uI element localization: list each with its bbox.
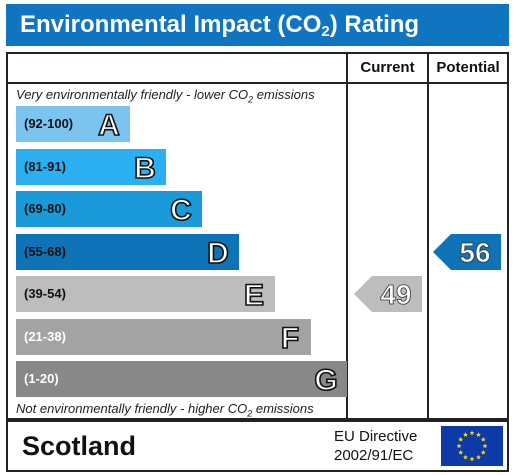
top-note: Very environmentally friendly - lower CO… — [16, 87, 315, 105]
band-letter-d: D — [206, 237, 229, 267]
band-letter-e: E — [243, 279, 265, 309]
band-range-c: (69-80) — [24, 201, 66, 216]
band-a: (92-100) A — [16, 106, 130, 142]
potential-arrow-shape — [433, 233, 501, 270]
band-range-a: (92-100) — [24, 116, 74, 131]
band-range-d: (55-68) — [24, 243, 66, 259]
band-c: (69-80) C — [16, 191, 203, 227]
band-e: (39-54) E — [16, 276, 275, 312]
directive-line-2: 2002/91/EC — [334, 447, 414, 464]
eu-directive: EU Directive 2002/91/EC — [334, 427, 417, 465]
header-divider — [8, 82, 507, 84]
band-range-f: (21-38) — [24, 328, 66, 344]
svg-text:C: C — [171, 194, 193, 224]
potential-arrow-value: 56 — [459, 237, 490, 268]
current-column-header: Current — [360, 59, 415, 76]
current-column-divider — [346, 54, 348, 418]
svg-text:B: B — [134, 152, 156, 182]
current-arrow-shape — [354, 276, 422, 312]
rating-frame: Current Potential Very environmentally f… — [6, 52, 509, 420]
potential-column-header: Potential — [436, 59, 500, 76]
bottom-note: Not environmentally friendly - higher CO… — [16, 401, 314, 419]
current-arrow-value: 49 — [380, 279, 411, 310]
country-name: Scotland — [22, 431, 137, 461]
band-range-b: (81-91) — [24, 158, 66, 174]
band-letter-a: A — [97, 109, 120, 139]
band-letter-b: B — [134, 152, 157, 182]
band-d: (55-68) D — [16, 233, 239, 270]
potential-column-divider — [427, 54, 429, 418]
band-letter-f: F — [280, 322, 300, 352]
eu-flag-icon — [441, 426, 503, 466]
footer: Scotland EU Directive 2002/91/EC — [6, 420, 509, 472]
svg-text:F: F — [281, 322, 299, 352]
potential-rating-arrow: 56 — [433, 233, 501, 270]
directive-line-1: EU Directive — [334, 428, 418, 445]
svg-text:A: A — [98, 109, 120, 139]
band-range-g: (1-20) — [24, 371, 59, 386]
current-rating-arrow: 49 — [354, 276, 422, 312]
band-range-e: (39-54) — [24, 286, 66, 301]
chart-title: Environmental Impact (CO2) Rating — [6, 4, 509, 46]
band-letter-c: C — [170, 194, 193, 224]
band-f: (21-38) F — [16, 318, 311, 355]
svg-text:D: D — [207, 237, 229, 267]
svg-text:E: E — [244, 279, 264, 309]
svg-text:G: G — [315, 364, 338, 394]
band-g: (1-20) G — [16, 361, 348, 397]
band-letter-g: G — [314, 364, 339, 394]
band-b: (81-91) B — [16, 148, 167, 185]
